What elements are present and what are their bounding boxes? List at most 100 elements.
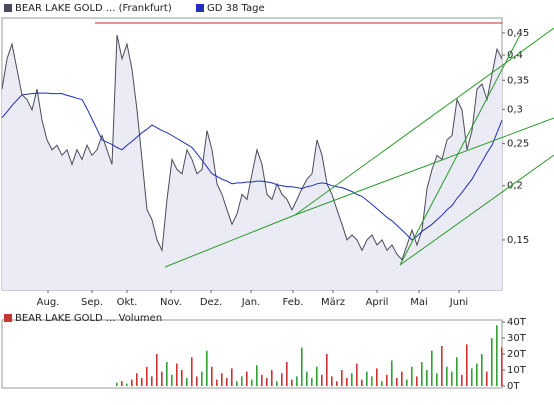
volume-bar — [171, 374, 173, 386]
line — [1, 92, 503, 241]
volume-bar — [391, 360, 393, 386]
volume-bar — [301, 347, 303, 386]
volume-bar — [236, 381, 238, 386]
line — [1, 34, 503, 261]
volume-bar — [366, 371, 368, 386]
volume-panel — [1, 319, 503, 389]
volume-bar — [186, 378, 188, 386]
volume-bar — [146, 366, 148, 386]
volume-bar — [456, 357, 458, 386]
volume-bar — [141, 378, 143, 386]
legend-label: GD 38 Tage — [207, 3, 265, 14]
trend-line — [399, 154, 554, 266]
volume-bar — [331, 376, 333, 386]
volume-bar — [351, 373, 353, 386]
volume-bar — [441, 346, 443, 386]
y-tick-label: 10T — [507, 365, 527, 376]
volume-bar — [371, 376, 373, 386]
volume-bar — [116, 382, 118, 386]
volume-bar — [476, 363, 478, 386]
volume-bar — [166, 362, 168, 386]
y-tick-label: 0,35 — [507, 75, 529, 86]
x-tick-label: Feb. — [283, 297, 304, 308]
trend-line — [294, 117, 554, 216]
volume-bar — [396, 378, 398, 386]
volume-bar — [266, 378, 268, 386]
volume-bar — [311, 378, 313, 386]
volume-bar — [136, 373, 138, 386]
y-tick-label: 30T — [507, 333, 527, 344]
volume-bar — [466, 344, 468, 386]
volume-bar — [486, 371, 488, 386]
volume-bar — [276, 381, 278, 386]
x-tick-label: Jan. — [241, 297, 261, 308]
volume-bar — [191, 357, 193, 386]
y-tick-label: 0T — [507, 381, 520, 392]
x-tick-label: Sep. — [81, 297, 103, 308]
volume-bar — [491, 338, 493, 386]
volume-bar — [451, 371, 453, 386]
x-tick-label: April — [366, 297, 389, 308]
volume-bar — [201, 371, 203, 386]
volume-bar — [121, 381, 123, 386]
volume-bar — [346, 378, 348, 386]
volume-bar — [161, 371, 163, 386]
volume-bar — [306, 371, 308, 386]
legend-swatch — [196, 4, 204, 12]
volume-bar — [156, 354, 158, 386]
volume-bar — [261, 374, 263, 386]
volume-bar — [131, 379, 133, 386]
volume-bar — [151, 376, 153, 386]
volume-bar — [216, 379, 218, 386]
volume-bar — [316, 366, 318, 386]
volume-bar — [446, 366, 448, 386]
y-tick-label: 0,3 — [507, 104, 523, 115]
volume-bar — [226, 378, 228, 386]
volume-bar — [356, 363, 358, 386]
volume-bar — [241, 376, 243, 386]
x-tick-label: Okt. — [117, 297, 138, 308]
volume-bar — [381, 381, 383, 386]
trend-line — [294, 27, 554, 216]
y-tick-label: 20T — [507, 349, 527, 360]
legend-label: BEAR LAKE GOLD ... Volumen — [15, 313, 162, 324]
volume-bar — [436, 373, 438, 386]
volume-bar — [256, 365, 258, 386]
x-tick-label: Mai — [410, 297, 428, 308]
volume-bar — [206, 350, 208, 386]
volume-bar — [416, 376, 418, 386]
y-tick-label: 0,45 — [507, 28, 529, 39]
x-tick-label: Nov. — [160, 297, 182, 308]
trend-line — [399, 34, 521, 266]
volume-bar — [181, 370, 183, 386]
x-tick-label: März — [321, 297, 345, 308]
volume-bar — [296, 376, 298, 386]
volume-bar — [336, 381, 338, 386]
volume-bar — [271, 370, 273, 386]
trend-line — [164, 214, 296, 268]
volume-bar — [286, 362, 288, 386]
volume-bar — [126, 383, 128, 386]
volume-bar — [421, 362, 423, 386]
y-tick-label: 40T — [507, 317, 527, 328]
x-tick-label: Aug. — [37, 297, 60, 308]
volume-bar — [326, 354, 328, 386]
volume-bar — [481, 354, 483, 386]
volume-bar — [401, 371, 403, 386]
volume-bar — [291, 379, 293, 386]
y-tick-label: 0,25 — [507, 139, 529, 150]
y-tick-label: 0,2 — [507, 181, 523, 192]
volume-bar — [246, 371, 248, 386]
y-tick-label: 0,15 — [507, 235, 529, 246]
volume-bar — [426, 370, 428, 386]
volume-bar — [176, 363, 178, 386]
volume-bar — [431, 350, 433, 386]
volume-bar — [231, 368, 233, 386]
x-tick-label: Juni — [449, 297, 468, 308]
volume-bar — [281, 373, 283, 386]
volume-bar — [461, 374, 463, 386]
volume-bar — [471, 368, 473, 386]
volume-bar — [496, 325, 498, 386]
area — [2, 35, 502, 290]
